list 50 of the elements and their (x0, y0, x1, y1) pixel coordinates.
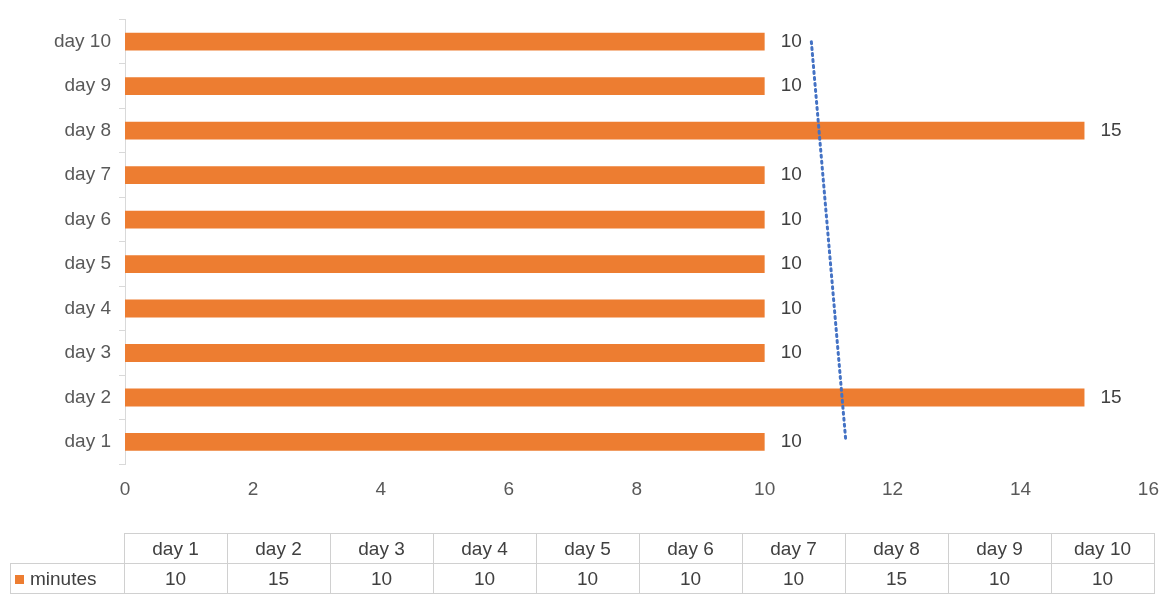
y-tick-label: day 6 (64, 207, 111, 229)
data-label: 10 (780, 74, 802, 96)
category-label: day 9 (976, 537, 1023, 559)
data-label: 10 (780, 296, 802, 318)
category-label: day 5 (564, 537, 611, 559)
category-label: day 8 (873, 537, 920, 559)
category-label: day 4 (461, 537, 508, 559)
text: 10 (782, 567, 805, 589)
category-label: day 7 (770, 537, 817, 559)
category-label: day 1 (152, 537, 199, 559)
x-tick-label: 2 (247, 477, 259, 499)
text: 10 (164, 567, 187, 589)
x-tick-label: 12 (882, 477, 904, 499)
y-tick-label: day 5 (64, 252, 111, 274)
text: 15 (267, 567, 290, 589)
data-label: 15 (1100, 118, 1122, 140)
y-tick-label: day 3 (64, 341, 111, 363)
text: 15 (885, 567, 908, 589)
x-tick-label: 0 (119, 477, 131, 499)
y-tick-label: day 8 (64, 118, 111, 140)
text: 10 (679, 567, 702, 589)
x-tick-label: 16 (1137, 477, 1159, 499)
data-label: 10 (780, 430, 802, 452)
category-label: day 6 (667, 537, 714, 559)
category-label: day 3 (358, 537, 405, 559)
x-tick-label: 4 (375, 477, 387, 499)
data-label: 10 (780, 163, 802, 185)
data-label: 10 (780, 29, 802, 51)
x-tick-label: 10 (754, 477, 776, 499)
data-label: 15 (1100, 385, 1122, 407)
y-tick-label: day 2 (64, 385, 111, 407)
x-tick-label: 14 (1009, 477, 1032, 499)
x-tick-label: 6 (503, 477, 515, 499)
category-label: day 10 (1073, 537, 1132, 559)
y-tick-label: day 7 (64, 163, 111, 185)
text: 10 (1091, 567, 1114, 589)
data-label: 10 (780, 341, 802, 363)
legend-label: minutes (10, 563, 124, 594)
y-tick-label: day 4 (64, 296, 112, 318)
data-label: 10 (780, 252, 802, 274)
category-label: day 2 (255, 537, 302, 559)
text: 10 (473, 567, 496, 589)
x-tick-label: 8 (631, 477, 643, 499)
text: 10 (576, 567, 599, 589)
y-tick-label: day 1 (64, 430, 111, 452)
data-label: 10 (780, 207, 802, 229)
y-tick-label: day 9 (64, 74, 111, 96)
text: 10 (988, 567, 1011, 589)
y-tick-label: day 10 (53, 29, 111, 51)
text: 10 (370, 567, 393, 589)
